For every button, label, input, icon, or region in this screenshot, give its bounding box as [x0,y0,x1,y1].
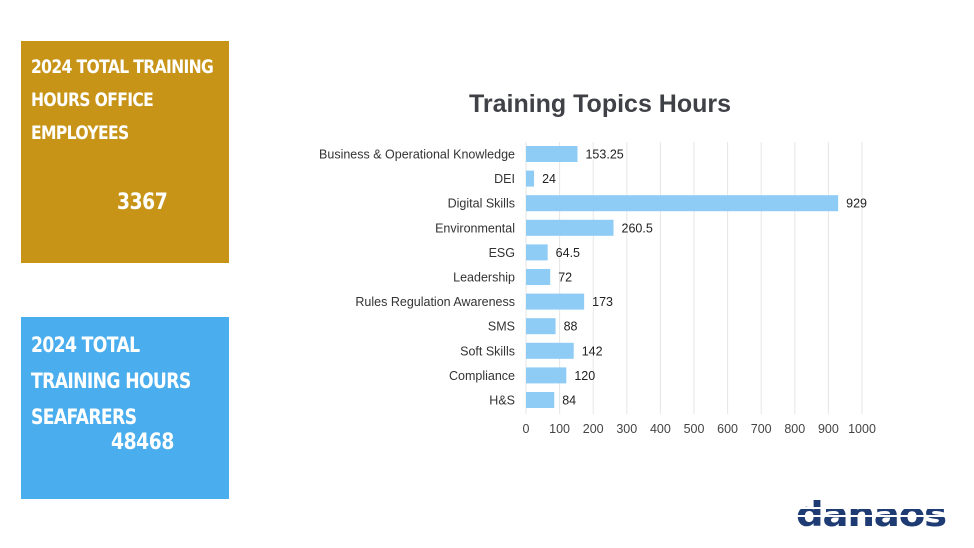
x-tick-label: 1000 [848,422,876,436]
x-tick-label: 700 [751,422,772,436]
value-label: 84 [562,394,576,408]
value-label: 64.5 [556,246,580,260]
value-label: 120 [574,369,595,383]
category-label: Environmental [435,221,515,235]
bar [526,195,839,212]
value-label: 88 [564,320,578,334]
x-tick-label: 600 [717,422,738,436]
x-tick-label: 900 [818,422,839,436]
bar [526,269,551,285]
value-label: 173 [592,295,613,309]
category-label: Rules Regulation Awareness [355,295,515,309]
category-label: Business & Operational Knowledge [319,148,515,162]
kpi-card-seafarers: 2024 Total Training Hours Seafarers 4846… [21,317,229,499]
kpi-office-value: 3367 [117,190,168,215]
x-tick-label: 800 [784,422,805,436]
value-label: 24 [542,172,556,186]
value-label: 72 [558,271,572,285]
kpi-card-office: 2024 Total Training Hours Office Employe… [21,41,229,263]
category-label: ESG [489,246,515,260]
svg-text:danaos: danaos [796,496,946,532]
bar [526,244,548,261]
category-label: H&S [489,394,515,408]
bar [526,367,567,384]
value-label: 260.5 [622,221,653,235]
bar [526,342,574,359]
kpi-office-title: 2024 Total Training Hours Office Employe… [31,56,214,144]
chart-title: Training Topics Hours [468,90,732,118]
bar [526,392,555,408]
category-label: Leadership [453,271,515,285]
category-label: Soft Skills [460,344,515,358]
bar [526,219,614,236]
category-label: SMS [488,320,515,334]
bar [526,318,556,335]
x-tick-label: 400 [650,422,671,436]
kpi-seafarers-value: 48468 [111,430,174,455]
x-tick-label: 200 [583,422,604,436]
bar [526,170,535,187]
bar [526,146,578,162]
kpi-seafarers-title: 2024 Total Training Hours Seafarers [31,333,191,429]
x-tick-label: 100 [549,422,570,436]
x-tick-label: 300 [616,422,637,436]
x-tick-label: 0 [523,422,530,436]
x-tick-label: 500 [684,422,705,436]
value-label: 153.25 [585,148,623,162]
category-label: Digital Skills [448,197,515,211]
bar [526,293,585,310]
category-label: DEI [494,172,515,186]
value-label: 929 [846,197,867,211]
value-label: 142 [582,344,603,358]
danaos-logo: danaos [795,496,947,532]
category-label: Compliance [449,369,515,383]
